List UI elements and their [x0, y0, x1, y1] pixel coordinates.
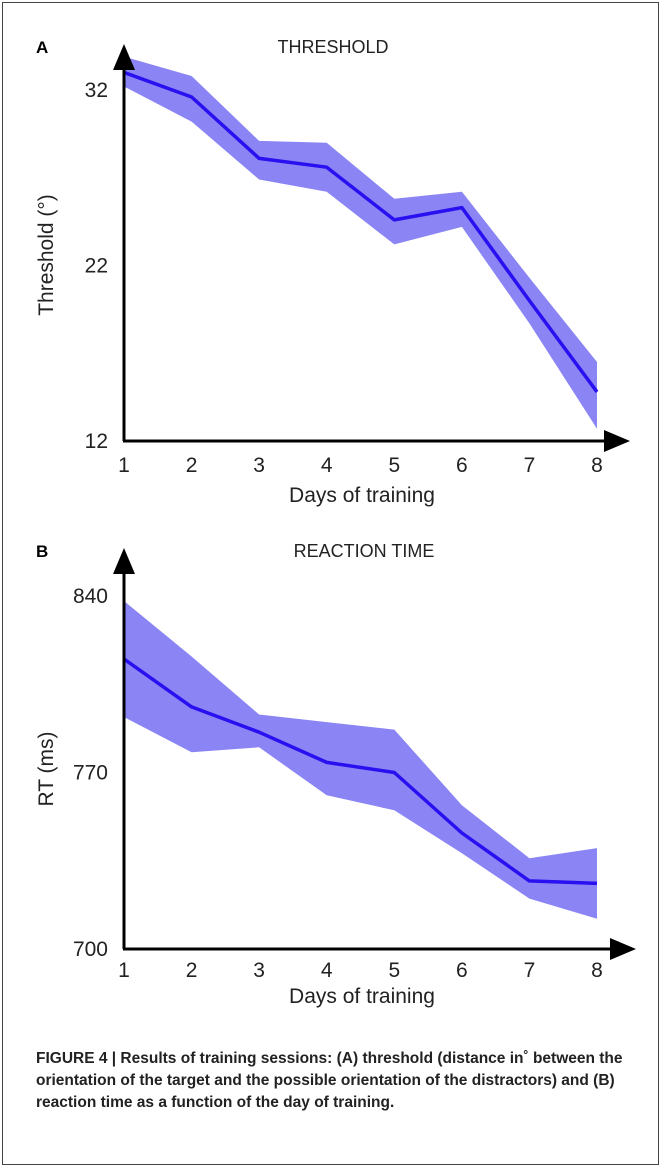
x-tick-label: 2	[186, 454, 198, 477]
x-tick-label: 5	[388, 454, 400, 477]
x-tick-label: 3	[253, 959, 265, 982]
y-axis-arrow	[113, 548, 135, 574]
panel-label: B	[36, 542, 48, 561]
chart-panel-reaction-time: B REACTION TIME 1 2 3 4 5 6 7 8 840 770 700 Days o…	[35, 541, 636, 1008]
chart-title: THRESHOLD	[277, 37, 388, 57]
x-tick-label: 7	[524, 959, 536, 982]
x-tick-label: 2	[186, 959, 198, 982]
x-axis-arrow	[604, 430, 630, 452]
y-tick-label: 770	[73, 762, 108, 785]
y-axis-arrow	[113, 44, 135, 70]
y-tick-label: 32	[85, 79, 108, 102]
x-tick-label: 8	[591, 959, 603, 982]
error-band-0	[124, 601, 597, 919]
y-axis-label: RT (ms)	[35, 731, 58, 806]
x-tick-label: 1	[118, 959, 130, 982]
series-line-0	[123, 70, 599, 393]
x-tick-label: 1	[118, 454, 130, 477]
plot-area: 1 2 3 4 5 6 7 8 840 770 700	[73, 548, 636, 982]
x-tick-label: 4	[321, 959, 333, 982]
figure-caption: FIGURE 4 | Results of training sessions:…	[36, 1050, 623, 1111]
y-tick-label: 22	[85, 255, 108, 278]
y-tick-label: 12	[85, 430, 108, 453]
chart-title: REACTION TIME	[294, 541, 435, 561]
x-axis-label: Days of training	[289, 484, 435, 507]
y-axis-label: Threshold (°)	[35, 194, 58, 316]
x-tick-label: 4	[321, 454, 333, 477]
x-tick-label: 6	[456, 454, 468, 477]
series-line-0	[122, 657, 598, 886]
x-tick-label: 6	[456, 959, 468, 982]
error-band-0	[124, 56, 597, 429]
x-tick-label: 8	[591, 454, 603, 477]
x-axis-arrow	[610, 938, 636, 960]
x-axis-label: Days of training	[289, 985, 435, 1008]
x-tick-label: 3	[253, 454, 265, 477]
panel-label: A	[36, 38, 48, 57]
x-tick-label: 7	[524, 454, 536, 477]
y-tick-label: 840	[73, 585, 108, 608]
x-tick-label: 5	[388, 959, 400, 982]
y-tick-label: 700	[73, 938, 108, 961]
